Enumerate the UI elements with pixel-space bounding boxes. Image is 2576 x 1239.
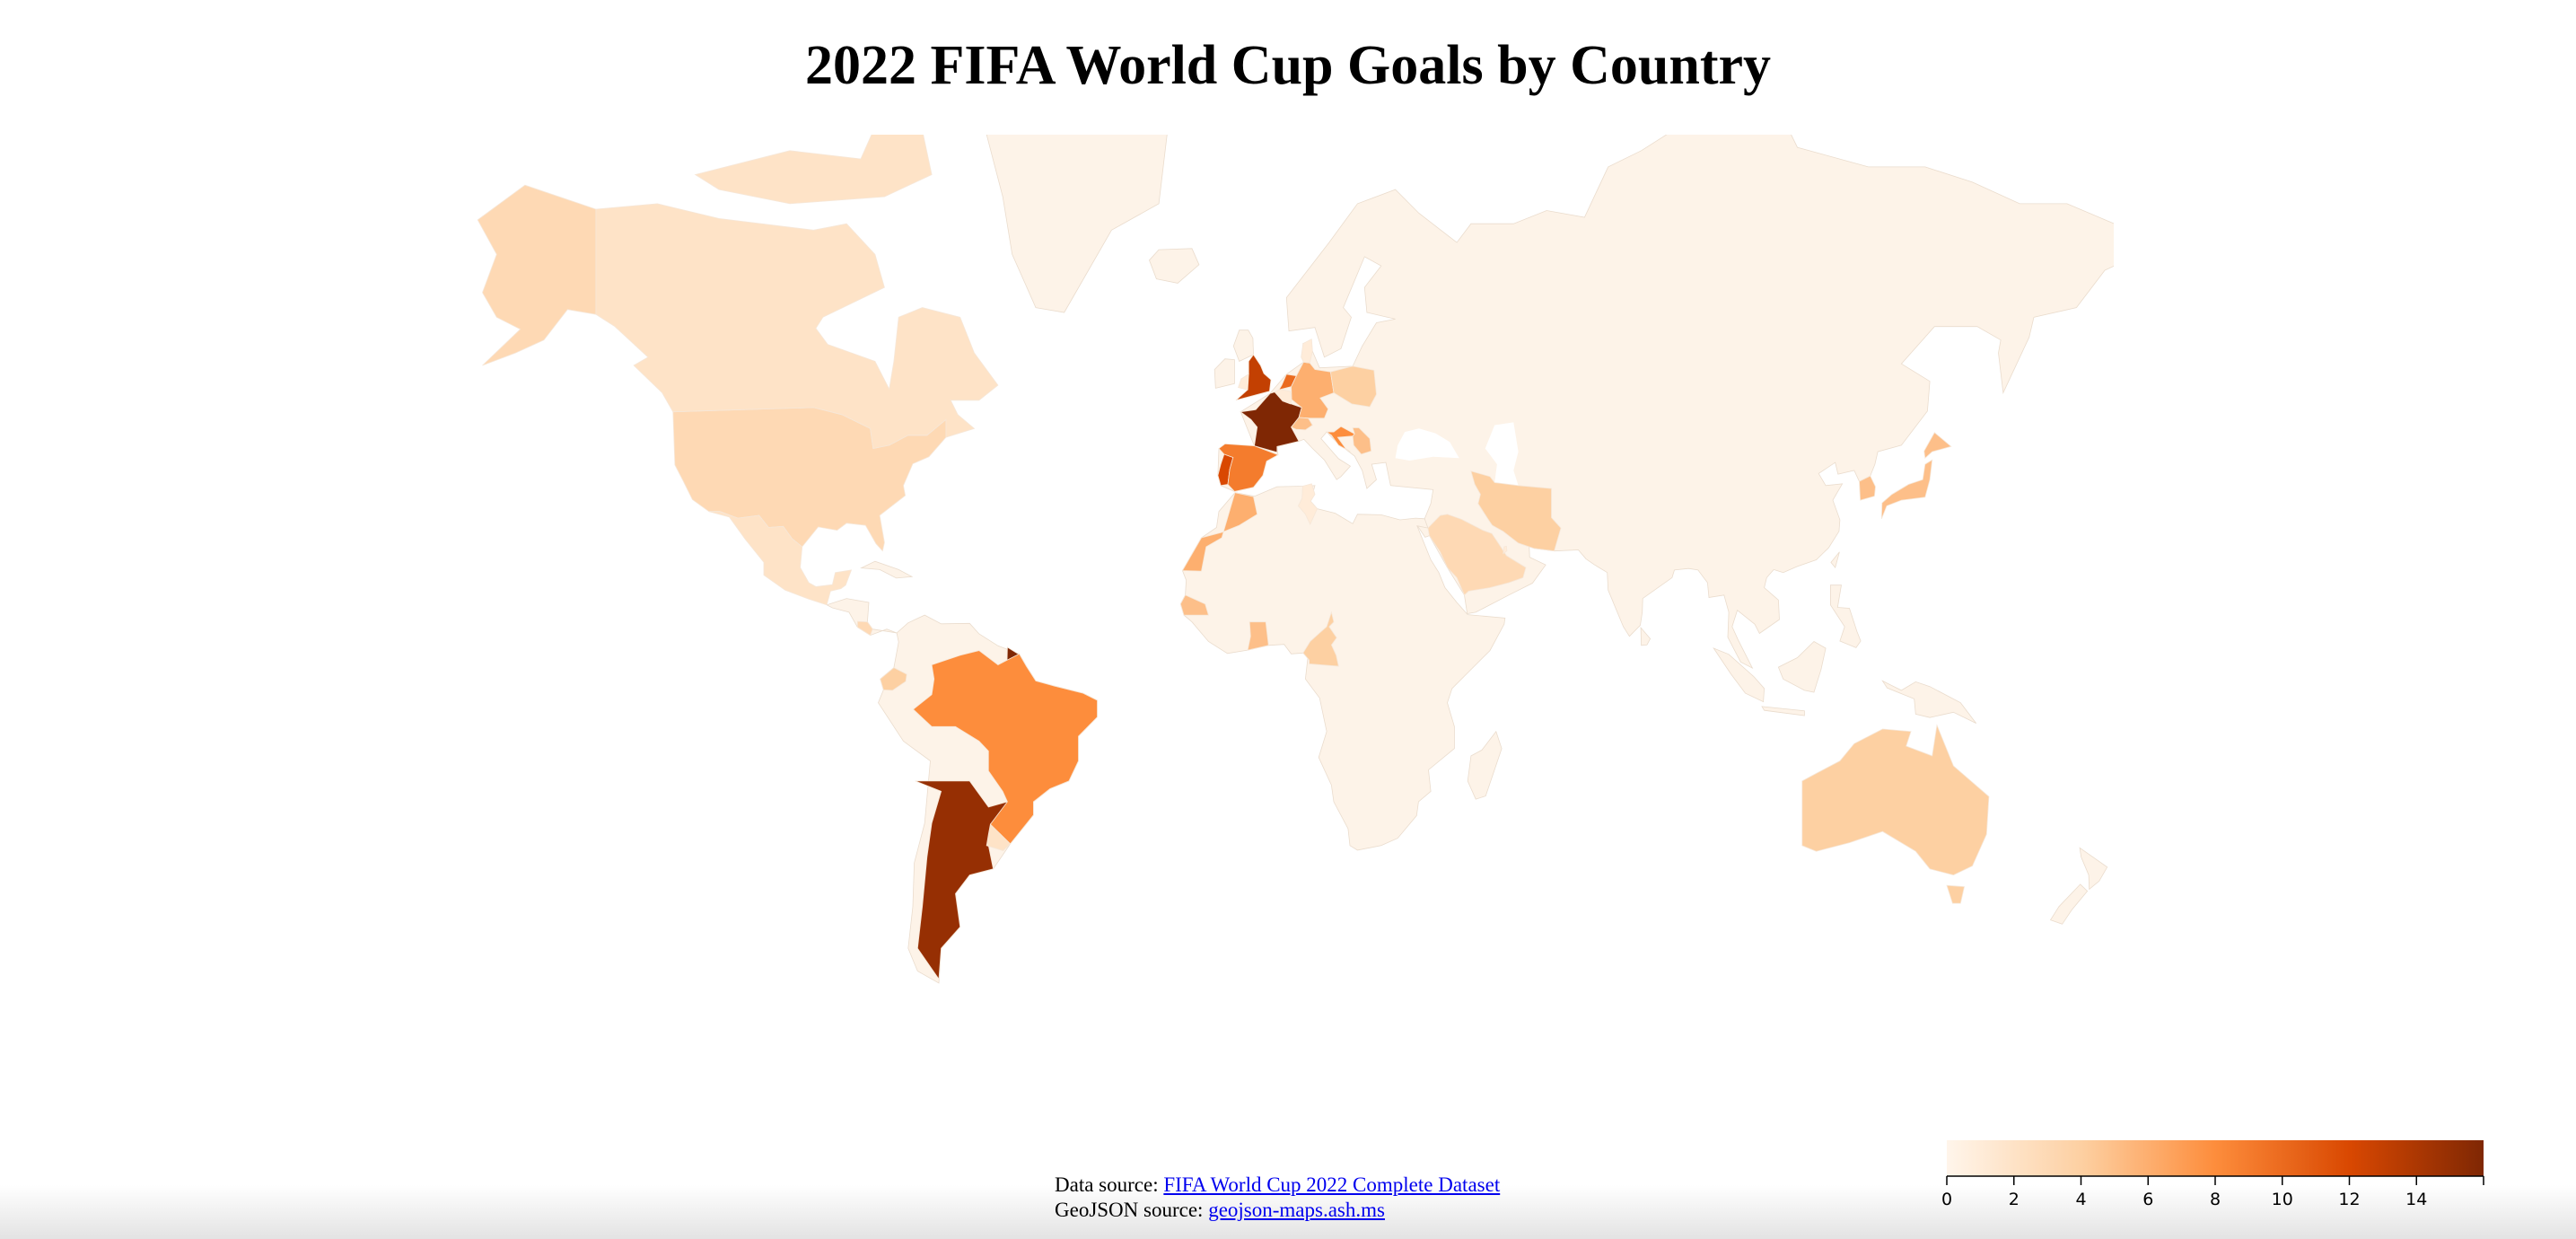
land-layer — [477, 135, 2114, 984]
land — [860, 560, 914, 579]
country — [1302, 611, 1339, 667]
legend-tick-label: 8 — [2210, 1190, 2221, 1209]
land — [1179, 485, 1506, 851]
land — [1149, 248, 1200, 284]
sea — [1395, 428, 1459, 461]
land — [1467, 730, 1503, 800]
country — [1329, 365, 1377, 408]
legend-tick-label: 6 — [2142, 1190, 2153, 1209]
footer-link[interactable]: geojson-maps.ash.ms — [1208, 1199, 1385, 1221]
country — [1301, 338, 1313, 364]
country — [857, 620, 873, 637]
legend-tick-label: 4 — [2075, 1190, 2086, 1209]
country — [1880, 432, 1952, 519]
legend-tick-label: 12 — [2338, 1190, 2360, 1209]
country — [1179, 594, 1209, 616]
country — [986, 823, 1012, 851]
country — [912, 650, 1098, 845]
country — [1218, 443, 1279, 492]
country — [708, 511, 853, 606]
land — [1713, 647, 1766, 703]
land — [1830, 551, 1840, 568]
legend-tick-label: 10 — [2272, 1190, 2293, 1209]
country — [595, 135, 999, 449]
country — [1325, 426, 1355, 453]
country — [1801, 724, 1990, 904]
land — [1232, 330, 1254, 362]
sea — [1485, 422, 1519, 486]
footer: Data source: FIFA World Cup 2022 Complet… — [1055, 1173, 1500, 1223]
country — [1298, 483, 1319, 525]
country — [915, 780, 1009, 980]
country — [1274, 389, 1292, 405]
footer-line: Data source: FIFA World Cup 2022 Complet… — [1055, 1173, 1500, 1198]
country — [1235, 354, 1272, 401]
land — [986, 135, 1168, 313]
land — [1640, 626, 1652, 646]
land — [1830, 584, 1862, 648]
country — [880, 667, 907, 691]
country — [1352, 427, 1372, 455]
country — [1503, 545, 1508, 555]
legend-tick-label: 14 — [2405, 1190, 2427, 1209]
footer-label: GeoJSON source: — [1055, 1199, 1204, 1221]
country — [1859, 475, 1876, 501]
land — [1761, 706, 1805, 716]
land — [2049, 883, 2089, 925]
land — [1214, 358, 1235, 389]
legend: 0 2 4 6 8 10 12 14 — [1941, 1140, 2484, 1209]
country — [1247, 621, 1269, 651]
country — [1278, 373, 1297, 391]
land — [826, 598, 898, 637]
footer-line: GeoJSON source: geojson-maps.ash.ms — [1055, 1198, 1500, 1223]
land — [1777, 641, 1827, 693]
title: 2022 FIFA World Cup Goals by Country — [805, 35, 1771, 96]
legend-bar — [1947, 1140, 2484, 1176]
country — [1238, 373, 1249, 391]
country — [1181, 492, 1258, 572]
country — [1470, 470, 1562, 552]
country — [1427, 514, 1527, 596]
land — [2079, 847, 2108, 891]
legend-tick-label: 2 — [2009, 1190, 2020, 1209]
land — [1881, 680, 1977, 724]
bottom-shade — [0, 1185, 2576, 1239]
legend-tick-label: 0 — [1941, 1190, 1952, 1209]
country — [1290, 417, 1313, 431]
footer-link[interactable]: FIFA World Cup 2022 Complete Dataset — [1163, 1173, 1501, 1196]
footer-label: Data source: — [1055, 1173, 1159, 1196]
